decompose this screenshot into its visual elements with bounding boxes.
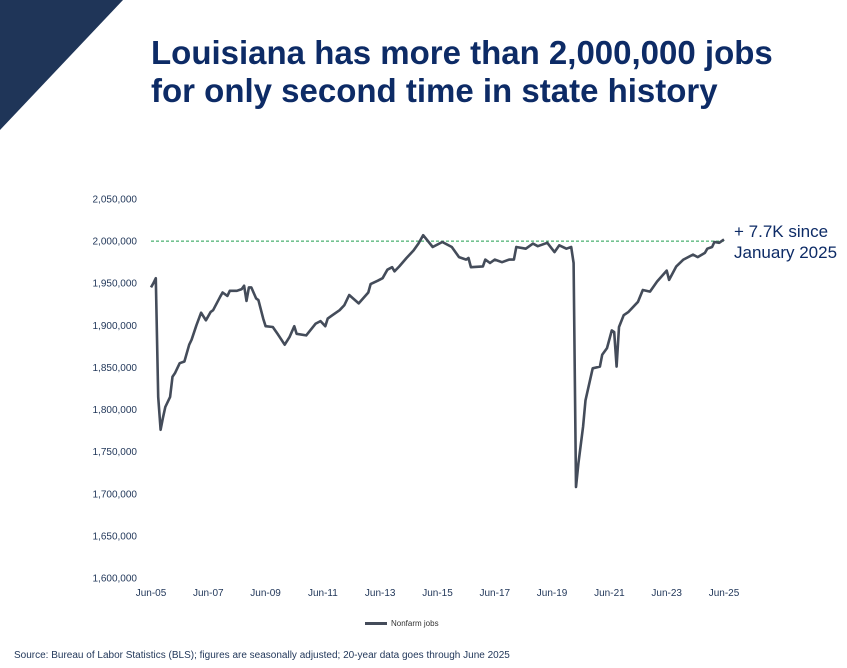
y-tick-label: 1,850,000 bbox=[93, 363, 138, 374]
legend-swatch bbox=[365, 622, 387, 625]
y-tick-label: 1,700,000 bbox=[93, 489, 138, 500]
annotation-line-1: + 7.7K since bbox=[734, 222, 829, 241]
x-tick-label: Jun-15 bbox=[422, 588, 453, 599]
y-tick-label: 1,900,000 bbox=[93, 321, 138, 332]
legend-label: Nonfarm jobs bbox=[391, 619, 439, 628]
x-tick-label: Jun-21 bbox=[594, 588, 625, 599]
series-line-nonfarm-jobs bbox=[149, 233, 725, 489]
y-tick-label: 2,000,000 bbox=[93, 237, 138, 248]
y-tick-label: 1,600,000 bbox=[93, 574, 138, 585]
page-title: Louisiana has more than 2,000,000 jobs f… bbox=[151, 34, 773, 109]
corner-brand-triangle bbox=[0, 0, 123, 130]
y-tick-label: 1,650,000 bbox=[93, 531, 138, 542]
x-tick-label: Jun-19 bbox=[537, 588, 568, 599]
x-tick-label: Jun-07 bbox=[193, 588, 224, 599]
y-tick-label: 1,800,000 bbox=[93, 405, 138, 416]
x-tick-label: Jun-05 bbox=[136, 588, 167, 599]
y-tick-label: 1,950,000 bbox=[93, 279, 138, 290]
x-tick-label: Jun-11 bbox=[308, 588, 338, 599]
annotation: + 7.7K since January 2025 bbox=[734, 221, 837, 263]
x-tick-label: Jun-17 bbox=[480, 588, 511, 599]
legend: Nonfarm jobs bbox=[365, 619, 439, 628]
x-tick-label: Jun-13 bbox=[365, 588, 396, 599]
source-note: Source: Bureau of Labor Statistics (BLS)… bbox=[14, 650, 510, 661]
x-tick-label: Jun-25 bbox=[709, 588, 740, 599]
x-tick-label: Jun-09 bbox=[250, 588, 281, 599]
x-tick-label: Jun-23 bbox=[651, 588, 682, 599]
y-tick-label: 1,750,000 bbox=[93, 447, 138, 458]
annotation-line-2: January 2025 bbox=[734, 243, 838, 262]
y-tick-label: 2,050,000 bbox=[93, 195, 138, 206]
